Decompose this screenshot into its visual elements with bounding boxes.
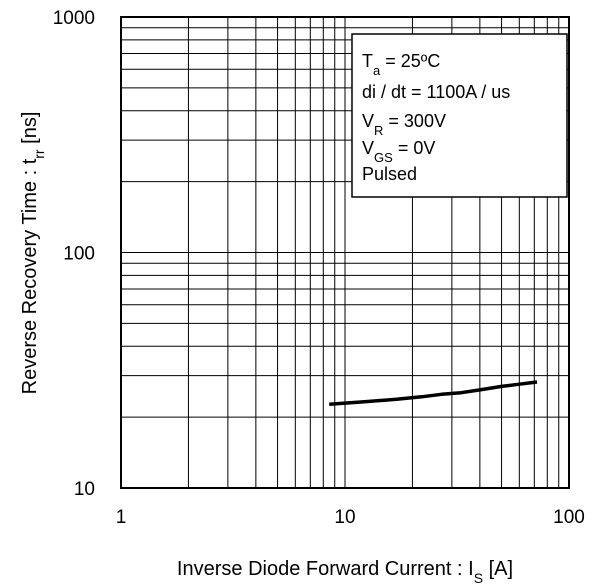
y-tick-label: 10 (74, 479, 95, 500)
x-tick-label: 100 (553, 507, 585, 528)
x-tick-label: 10 (334, 507, 355, 528)
series-layer (329, 380, 538, 406)
legend-line-temperature: Ta = 25ºC (362, 51, 440, 78)
legend-line-didt: di / dt = 1100A / us (362, 82, 510, 102)
legend-box (351, 33, 568, 198)
plot-frame (120, 16, 570, 489)
y-tick-label: 1000 (53, 8, 95, 29)
legend-line-vr: VR = 300V (362, 111, 446, 138)
x-axis-label: Inverse Diode Forward Current : IS [A] (177, 558, 513, 586)
legend-line-vgs: VGS = 0V (362, 138, 435, 165)
y-axis-label: Reverse Recovery Time : trr [ns] (19, 112, 47, 395)
x-tick-label: 1 (116, 507, 127, 528)
legend: Ta = 25ºC di / dt = 1100A / us VR = 300V… (351, 33, 568, 198)
legend-line-pulsed: Pulsed (362, 164, 417, 184)
y-tick-label: 100 (63, 244, 95, 265)
tick-labels: 1 10 100 10 100 1000 (53, 8, 585, 528)
series-line-trr (329, 380, 538, 406)
